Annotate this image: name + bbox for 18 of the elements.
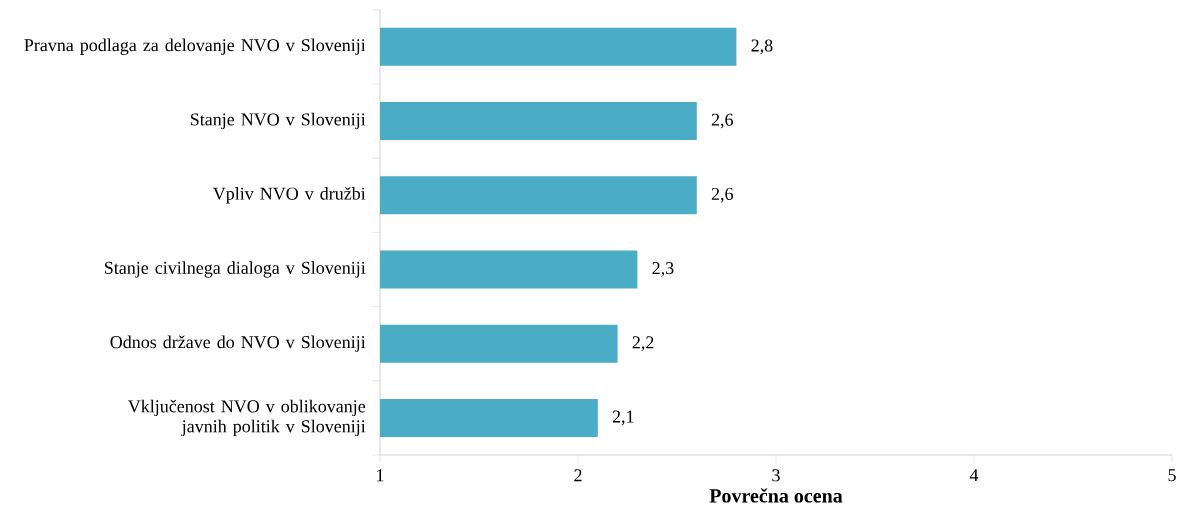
data-label: 2,2 [632, 336, 654, 352]
data-label: 2,6 [711, 187, 734, 203]
x-tick-label: 5 [1168, 469, 1176, 482]
x-tick-label: 2 [574, 469, 582, 482]
data-label: 2,1 [612, 410, 634, 426]
y-tick-label: Vključenost NVO v oblikovanje javnih politik v Sloveniji [127, 399, 366, 437]
data-label: 2,6 [711, 113, 734, 129]
x-axis-title: Povrečna ocena [709, 488, 843, 503]
y-tick-label: Stanje civilnega dialoga v Sloveniji [105, 261, 366, 278]
x-tick-label: 1 [377, 469, 384, 482]
data-label: 2,8 [751, 39, 773, 55]
x-tick-label: 4 [969, 469, 979, 482]
y-tick-label: Vpliv NVO v družbi [212, 187, 366, 204]
data-label: 2,3 [652, 262, 674, 277]
y-tick-label: Odnos države do NVO v Sloveniji [110, 335, 366, 352]
y-tick-label: Stanje NVO v Sloveniji [190, 112, 366, 130]
x-tick-label: 3 [772, 469, 780, 482]
y-tick-label: Pravna podlaga za delovanje NVO v Sloveniji [24, 38, 366, 55]
